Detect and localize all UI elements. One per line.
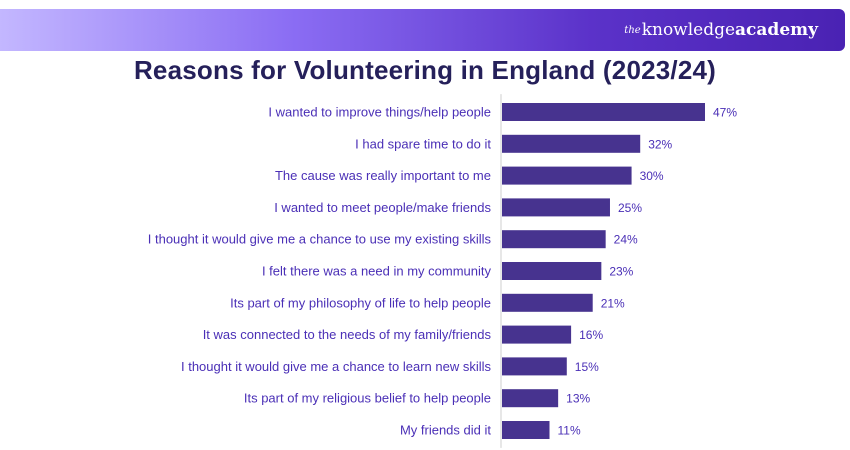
value-label: 32% [648, 137, 672, 151]
category-label: My friends did it [400, 423, 491, 438]
category-label: The cause was really important to me [275, 168, 491, 183]
value-label: 15% [575, 360, 599, 374]
value-label: 30% [640, 169, 664, 183]
bar [502, 166, 632, 185]
value-label: 25% [618, 201, 642, 215]
bar [502, 262, 602, 280]
bar [502, 198, 610, 217]
bar [502, 357, 567, 376]
category-label: I felt there was a need in my community [262, 264, 492, 279]
category-label: I thought it would give me a chance to l… [181, 359, 492, 374]
category-label: It was connected to the needs of my fami… [203, 327, 492, 342]
bar [502, 103, 705, 121]
value-label: 11% [558, 424, 581, 438]
category-label: I thought it would give me a chance to u… [148, 232, 492, 247]
brand-logo: the knowledge academy [624, 9, 818, 51]
logo-word-academy: academy [735, 20, 818, 40]
value-label: 23% [609, 265, 633, 279]
value-label: 13% [566, 392, 590, 406]
bar [502, 325, 572, 344]
bar [502, 230, 606, 249]
category-label: Its part of my religious belief to help … [244, 391, 491, 406]
logo-prefix: the [624, 24, 641, 36]
bar [502, 389, 559, 408]
bar [502, 421, 550, 439]
value-label: 16% [579, 328, 603, 342]
category-label: I wanted to improve things/help people [268, 105, 491, 120]
value-label: 47% [713, 106, 737, 120]
logo-word-knowledge: knowledge [641, 20, 736, 40]
category-label: I had spare time to do it [355, 136, 491, 151]
value-label: 21% [601, 296, 625, 310]
bar [502, 293, 593, 312]
chart-title: Reasons for Volunteering in England (202… [133, 55, 717, 85]
category-label: Its part of my philosophy of life to hel… [230, 295, 491, 310]
category-label: I wanted to meet people/make friends [274, 200, 491, 215]
value-label: 24% [614, 233, 638, 247]
brand-header-bar [0, 9, 845, 51]
bar [502, 134, 641, 153]
